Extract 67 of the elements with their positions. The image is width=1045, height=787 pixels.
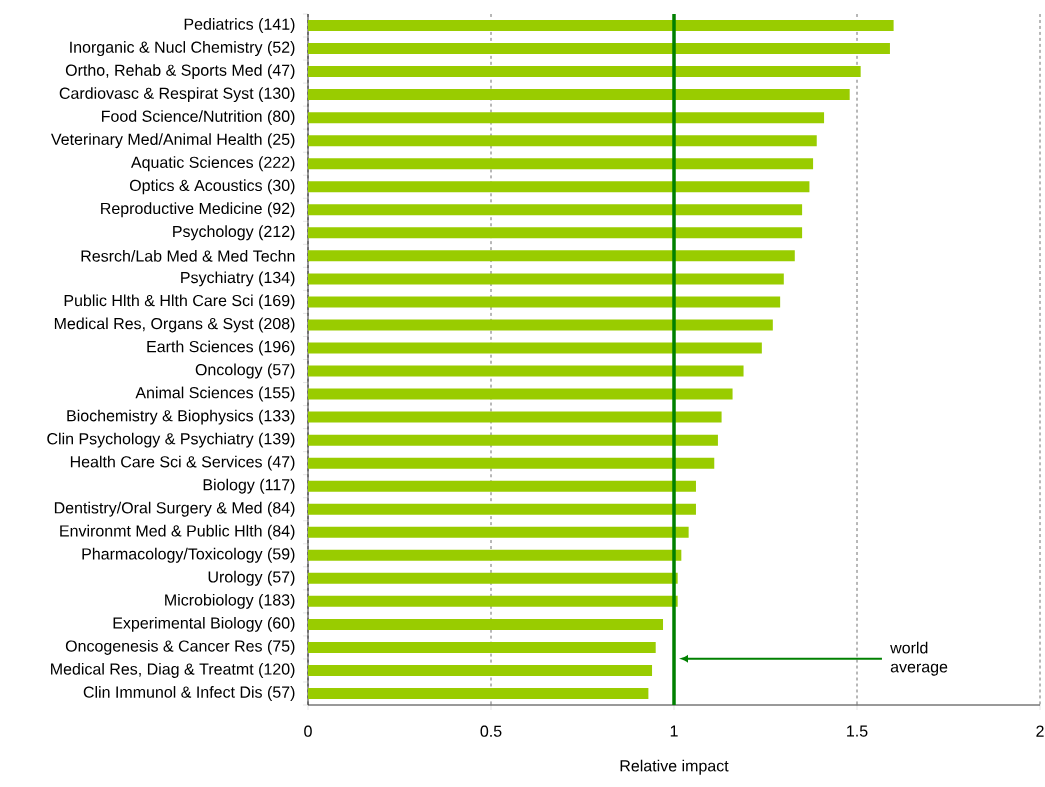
- bar: [308, 480, 696, 492]
- bar: [308, 434, 718, 446]
- y-tick-label: Psychiatry (134): [181, 271, 295, 287]
- bar: [308, 526, 689, 538]
- y-tick-label: Clin Psychology & Psychiatry (139): [47, 432, 295, 448]
- x-tick-label: 0.5: [480, 725, 502, 737]
- y-tick-label: Medical Res, Organs & Syst (208): [54, 317, 295, 333]
- bar: [308, 181, 810, 193]
- bar: [308, 595, 678, 607]
- y-tick-label: Ortho, Rehab & Sports Med (47): [65, 64, 295, 80]
- x-tick-label: 2: [1036, 725, 1044, 737]
- bar: [308, 89, 850, 101]
- y-tick-label: Food Science/Nutrition (80): [102, 110, 295, 126]
- y-tick-label: Animal Sciences (155): [135, 386, 295, 402]
- x-tick-label: 1.5: [847, 725, 868, 737]
- bar: [308, 227, 803, 239]
- y-tick-label: Earth Sciences (196): [147, 340, 295, 356]
- bar: [308, 204, 803, 216]
- bar: [308, 503, 696, 515]
- y-tick-label: Environmt Med & Public Hlth (84): [60, 524, 295, 540]
- y-tick-label: Biology (117): [203, 478, 295, 494]
- bar: [308, 388, 733, 400]
- y-tick-label: Microbiology (183): [165, 593, 295, 609]
- y-tick-label: Pediatrics (141): [184, 18, 295, 33]
- bar: [308, 618, 664, 630]
- y-tick-label: Veterinary Med/Animal Health (25): [50, 133, 295, 149]
- y-tick-label: Aquatic Sciences (222): [130, 156, 295, 172]
- bar: [308, 549, 682, 561]
- y-tick-label: Clin Immunol & Infect Dis (57): [83, 686, 295, 701]
- x-tick-label: 1: [670, 725, 678, 737]
- y-tick-label: Psychology (212): [173, 225, 295, 241]
- bar: [308, 250, 795, 262]
- bar: [308, 135, 817, 147]
- bar: [308, 43, 890, 55]
- y-tick-label: Dentistry/Oral Surgery & Med (84): [54, 501, 295, 517]
- bar: [308, 687, 649, 699]
- bar: [308, 66, 861, 78]
- y-tick-label: Biochemistry & Biophysics (133): [67, 409, 295, 425]
- bar: [308, 319, 773, 331]
- y-tick-label: Oncology (57): [195, 363, 295, 379]
- annotation: world average: [890, 641, 948, 676]
- bar: [308, 572, 678, 584]
- y-tick-label: Pharmacology/Toxicology (59): [82, 547, 295, 563]
- y-tick-label: Urology (57): [208, 570, 295, 586]
- x-axis-title: Relative impact: [620, 759, 729, 775]
- y-tick-label: Inorganic & Nucl Chemistry (52): [70, 41, 295, 57]
- y-tick-label: Public Hlth & Hlth Care Sci (169): [64, 294, 295, 310]
- y-tick-label: Reproductive Medicine (92): [101, 202, 295, 218]
- y-tick-label: Experimental Biology (60): [113, 616, 295, 632]
- bar: [308, 342, 762, 354]
- bar: [308, 158, 814, 170]
- x-tick-label: 0: [304, 725, 312, 737]
- y-tick-label: Medical Res, Diag & Treatmt (120): [51, 663, 295, 678]
- bar: [308, 411, 722, 423]
- y-tick-label: Health Care Sci & Services (47): [70, 455, 295, 471]
- bar: [308, 457, 715, 469]
- bar: [308, 296, 781, 308]
- bar: [308, 641, 656, 653]
- bar: [308, 112, 825, 124]
- bar: [308, 273, 784, 285]
- y-tick-label: Optics & Acoustics (30): [129, 179, 295, 195]
- bar: [308, 365, 744, 377]
- y-tick-label: Oncogenesis & Cancer Res (75): [65, 639, 295, 655]
- y-tick-label: Resrch/Lab Med & Med Techn: [81, 249, 295, 262]
- y-tick-label: Cardiovasc & Respirat Syst (130): [59, 87, 295, 103]
- bar: [308, 664, 653, 676]
- bar: [308, 20, 894, 32]
